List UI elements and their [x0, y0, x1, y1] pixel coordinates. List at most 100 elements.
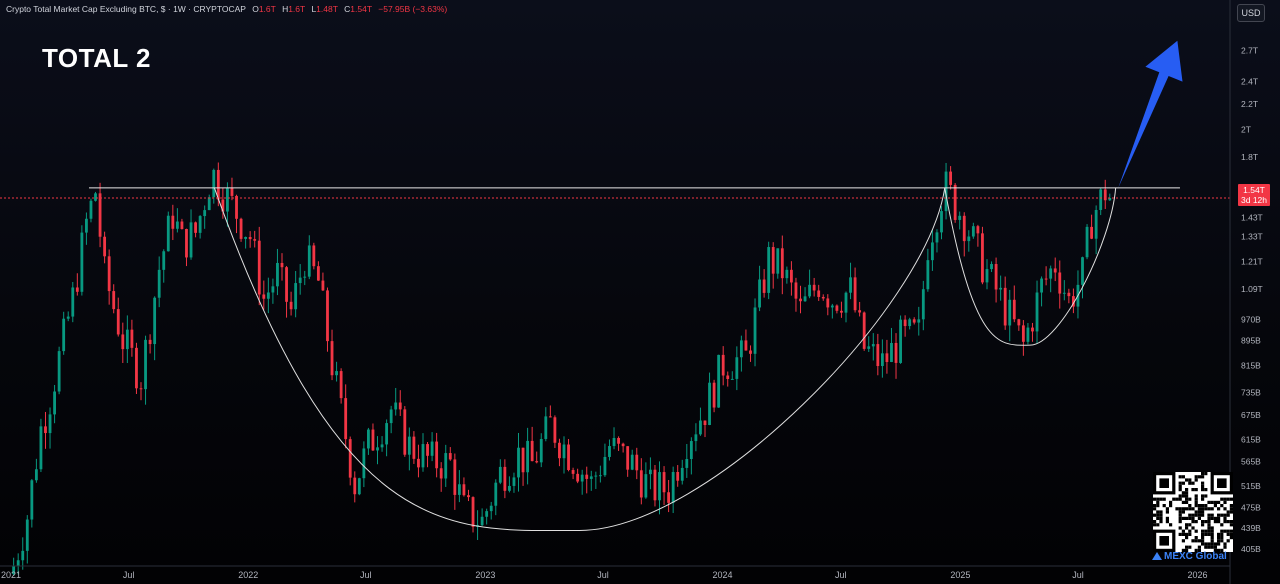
- x-tick-label: 2025: [950, 570, 970, 580]
- candle-body: [294, 283, 298, 310]
- candle-body: [821, 296, 825, 299]
- candle-body: [71, 287, 75, 317]
- candle: [735, 346, 739, 391]
- bar-countdown: 3d 12h: [1241, 195, 1267, 205]
- candle-body: [248, 237, 252, 240]
- candle-body: [1053, 268, 1057, 273]
- candle: [1081, 256, 1084, 299]
- candle: [80, 225, 84, 296]
- qr-module: [1207, 516, 1211, 520]
- candle-body: [480, 516, 484, 526]
- candle: [562, 436, 566, 474]
- candle-body: [903, 319, 907, 327]
- candle: [180, 218, 184, 230]
- qr-module: [1194, 475, 1198, 479]
- candle-body: [585, 474, 589, 479]
- candle: [721, 346, 725, 386]
- qr-module: [1223, 497, 1227, 501]
- candle-body: [658, 472, 661, 501]
- candle-body: [1071, 296, 1075, 307]
- candle-body: [880, 353, 884, 367]
- candle: [730, 371, 734, 380]
- candle-body: [744, 340, 748, 351]
- candle: [639, 458, 643, 505]
- candle: [940, 206, 943, 240]
- candle: [385, 419, 389, 457]
- candle-body: [594, 475, 598, 477]
- candle: [930, 229, 934, 271]
- candle-body: [303, 276, 307, 278]
- qr-module: [1207, 526, 1211, 530]
- candle: [790, 261, 793, 296]
- candle: [835, 304, 839, 314]
- qr-module: [1194, 510, 1198, 514]
- qr-module: [1226, 497, 1230, 501]
- qr-module: [1188, 504, 1192, 508]
- qr-module: [1185, 491, 1189, 495]
- candle: [667, 479, 671, 513]
- candle: [339, 368, 343, 404]
- candle: [899, 315, 902, 364]
- candle: [125, 315, 129, 364]
- candle-body: [235, 195, 238, 219]
- qr-module: [1159, 510, 1163, 514]
- candle-body: [1062, 292, 1066, 294]
- qr-module: [1188, 497, 1192, 501]
- qr-module: [1210, 536, 1214, 540]
- qr-module: [1220, 529, 1224, 533]
- candle: [844, 291, 848, 323]
- candle: [417, 444, 420, 478]
- qr-module: [1153, 520, 1157, 524]
- y-tick-label: 1.21T: [1241, 256, 1263, 266]
- currency-button[interactable]: USD: [1237, 4, 1265, 22]
- qr-module: [1197, 507, 1201, 511]
- qr-module: [1201, 529, 1205, 533]
- qr-module: [1181, 475, 1185, 479]
- candle: [890, 327, 893, 363]
- candle: [649, 457, 652, 490]
- candle-body: [558, 442, 561, 459]
- qr-module: [1217, 548, 1221, 552]
- candle: [412, 431, 416, 464]
- candle-body: [298, 277, 302, 284]
- candle-body: [98, 193, 102, 237]
- candle-body: [148, 339, 152, 345]
- candle-body: [871, 344, 875, 347]
- candle: [858, 301, 862, 317]
- qr-module: [1213, 520, 1217, 524]
- candle: [576, 468, 580, 484]
- candle-body: [589, 476, 593, 479]
- candle: [612, 427, 616, 450]
- candle: [394, 387, 398, 416]
- last-price-tag: 1.54T 3d 12h: [1238, 184, 1270, 206]
- y-tick-label: 895B: [1241, 336, 1261, 346]
- qr-module: [1185, 516, 1189, 520]
- qr-module: [1207, 523, 1211, 527]
- candle-body: [357, 478, 361, 495]
- qr-module: [1207, 507, 1211, 511]
- y-tick-label: 515B: [1241, 481, 1261, 491]
- candle-body: [48, 414, 52, 434]
- qr-module: [1156, 523, 1160, 527]
- qr-module: [1175, 507, 1179, 511]
- candle: [617, 436, 620, 451]
- candle: [266, 277, 270, 314]
- qr-module: [1223, 520, 1227, 524]
- qr-module: [1229, 536, 1233, 540]
- qr-module: [1191, 520, 1195, 524]
- symbol-title[interactable]: Crypto Total Market Cap Excluding BTC, $…: [6, 4, 246, 14]
- candle: [744, 329, 748, 351]
- qr-module: [1226, 513, 1230, 517]
- candle: [453, 453, 457, 510]
- qr-module: [1194, 548, 1198, 552]
- qr-module: [1165, 516, 1169, 520]
- qr-module: [1165, 520, 1169, 524]
- candle: [12, 557, 16, 576]
- candle-body: [380, 444, 384, 448]
- qr-module: [1226, 532, 1230, 536]
- x-tick-label: 2024: [713, 570, 733, 580]
- qr-module: [1159, 520, 1163, 524]
- candle-body: [735, 357, 739, 379]
- qr-module: [1194, 488, 1198, 492]
